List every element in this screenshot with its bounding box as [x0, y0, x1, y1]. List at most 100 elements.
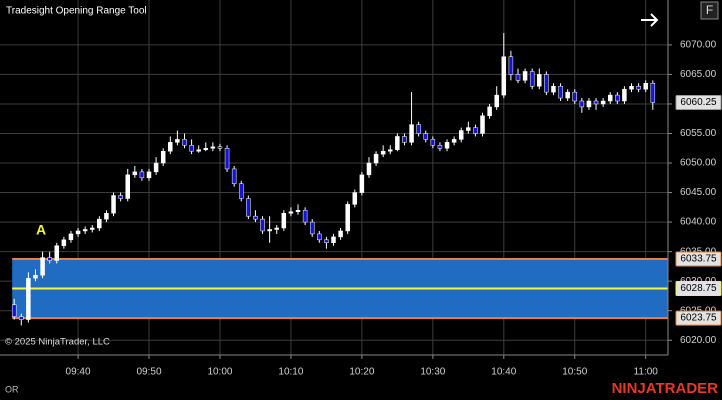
candle-body [210, 146, 216, 149]
candle-body [636, 85, 641, 90]
candle-body [160, 150, 166, 164]
candle-body [139, 171, 145, 179]
x-tick-label: 09:40 [66, 367, 91, 378]
y-tick-label: 6040.00 [680, 217, 717, 228]
arrow-icon[interactable] [641, 13, 659, 27]
button[interactable] [700, 1, 719, 20]
x-tick-label: 11:00 [634, 367, 659, 378]
candle-body [33, 275, 38, 279]
button-label[interactable]: F [706, 3, 713, 17]
candle-body [309, 221, 315, 235]
y-tick-label: 6055.00 [680, 128, 717, 139]
price-marker [675, 310, 722, 326]
candle-body [359, 174, 365, 193]
candle-body [295, 210, 301, 213]
candle-body [345, 204, 350, 232]
candle-body [622, 88, 627, 102]
candle-body [352, 192, 358, 205]
y-tick-label: 6070.00 [680, 40, 717, 51]
candle-body [544, 74, 549, 93]
price-marker [675, 94, 722, 110]
candle-body [395, 136, 400, 150]
candle-body [239, 183, 244, 199]
candle-body [68, 233, 74, 241]
candle-body [423, 133, 428, 140]
opening-range [12, 258, 669, 320]
candle-body [388, 149, 393, 152]
candle-body [458, 130, 464, 140]
candle-body [217, 146, 223, 149]
x-tick-label: 09:50 [136, 367, 161, 378]
candle-body [551, 85, 556, 93]
x-tick-label: 10:40 [491, 367, 516, 378]
candle-body [61, 239, 67, 246]
candle-body [104, 212, 109, 220]
y-tick-label: 6020.00 [680, 335, 717, 346]
candle-body [501, 56, 507, 96]
price-marker [675, 251, 722, 267]
candle-body [579, 100, 585, 108]
candle-body [253, 215, 258, 220]
y-tick-label: 6045.00 [680, 187, 717, 198]
candle-body [182, 139, 187, 146]
annotation: A [36, 222, 46, 238]
candle-body [650, 83, 656, 103]
candle-body [466, 127, 471, 131]
candle-body [40, 257, 45, 276]
candle-body [317, 233, 322, 241]
candle-body [246, 198, 251, 217]
candle-body [586, 100, 592, 108]
candle-body [494, 94, 499, 108]
candle-body [196, 149, 201, 152]
tab-label[interactable]: OR [5, 384, 19, 394]
price-marker [675, 281, 722, 297]
candle-body [111, 195, 116, 214]
copyright: © 2025 NinjaTrader, LLC [5, 337, 110, 348]
candle-body [416, 124, 421, 134]
candle-body [75, 230, 81, 235]
x-tick-label: 10:20 [349, 367, 374, 378]
x-tick-label: 10:50 [562, 367, 587, 378]
candle-body [97, 218, 102, 229]
candle-body [260, 218, 265, 232]
candle-body [480, 115, 485, 134]
candle-body [437, 145, 443, 149]
candle-body [146, 171, 152, 179]
candle-body [508, 56, 514, 75]
candle-body [231, 168, 237, 184]
candle-body [473, 127, 478, 134]
candle-body [189, 145, 194, 152]
y-tick-label: 6050.00 [680, 158, 717, 169]
candle-body [444, 142, 450, 149]
candle-body [558, 85, 563, 99]
candle-body [89, 227, 95, 230]
axes: 6020.006025.006030.006035.006040.006045.… [66, 40, 722, 378]
chart-title: Tradesight Opening Range Tool [6, 6, 147, 17]
candle-body [274, 227, 279, 230]
candle-body [47, 257, 52, 261]
x-tick-label: 10:30 [420, 367, 445, 378]
candle-body [54, 245, 60, 261]
y-tick-label: 6065.00 [680, 69, 717, 80]
candle-body [288, 211, 294, 214]
candle-body [380, 150, 386, 155]
candle-body [366, 162, 372, 176]
candle-body [451, 139, 457, 143]
candle-body [515, 74, 521, 81]
candle-body [132, 171, 138, 176]
candle-body [373, 153, 379, 164]
candle-body [607, 94, 613, 102]
candle-body [593, 100, 599, 105]
candles [11, 33, 656, 326]
price-marker-label: 6033.75 [680, 254, 717, 265]
candle-body [118, 195, 123, 199]
candle-body [203, 148, 209, 150]
candle-body [26, 277, 31, 320]
candle-body [643, 83, 648, 90]
candle-body [572, 91, 578, 102]
candle-body [331, 236, 336, 244]
candle-body [600, 100, 606, 105]
candle-body [125, 174, 130, 199]
candle-body [522, 71, 528, 81]
